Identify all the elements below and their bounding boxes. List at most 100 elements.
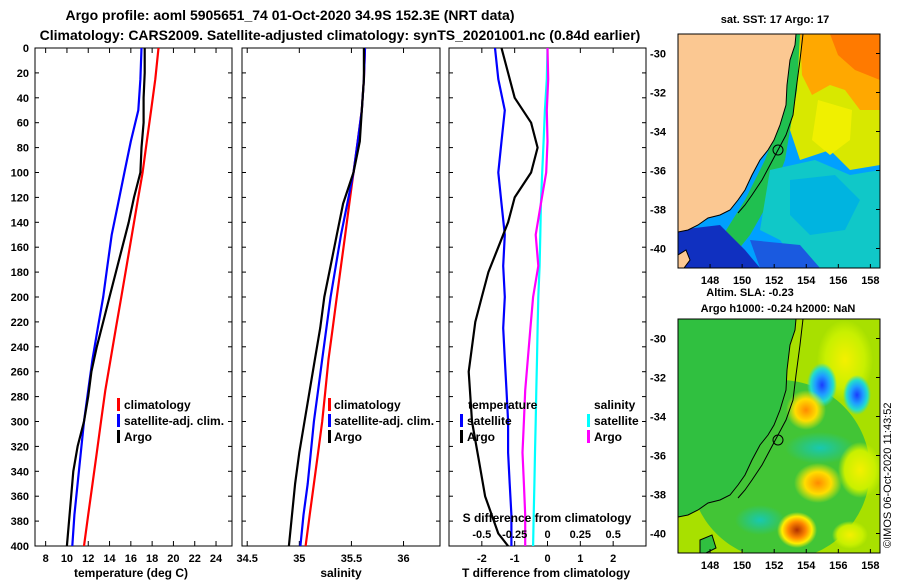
map-x-tick-label: 154 [797,560,816,572]
sst-shelf-contour [737,34,804,214]
sla-blue-eddy-2 [843,375,871,415]
depth-tick-label: 0 [23,43,29,55]
depth-tick-label: 280 [11,392,29,404]
tasmania-tip [678,249,691,268]
depth-tick-label: 220 [11,317,29,329]
sla-coastline [678,319,797,518]
sst-cool-patch [790,175,860,235]
sst-hot-core-2 [830,34,880,80]
depth-tick-label: 320 [11,441,29,453]
series-line-Argo [65,48,146,546]
profile-lines [65,48,550,546]
series-line-salinity-satellite [532,48,549,546]
legend-label-sal-argo: Argo [594,430,622,444]
depth-tick-label: 380 [11,516,29,528]
temperature-panel [34,47,233,547]
map-y-tick-label: -32 [650,373,666,385]
sla-argo-marker [772,434,784,446]
x-tick-label: 10 [61,553,73,565]
sla-red-eddy [777,512,817,548]
difference-legend: temperature satellite Argo salinity sate… [460,398,639,444]
series-line-Argo [287,48,365,546]
depth-tick-label: 160 [11,242,29,254]
x-tick-label: 35 [293,553,305,565]
series-group [287,48,367,546]
sla-map-title-1: Altim. SLA: -0.23 [706,287,793,299]
x-tick-label: 18 [146,553,158,565]
sla-orange-eddy-2 [794,463,842,503]
x-tick-label: 22 [189,553,201,565]
map-y-tick-label: -34 [650,127,667,139]
tick-marks [35,47,646,547]
sla-land [678,319,796,517]
x-tick-label: 16 [125,553,137,565]
sst-argo-marker [772,144,784,156]
series-group [467,48,550,546]
sla-cyan-patch [785,432,855,464]
x-tick-label: 2 [610,553,616,565]
map-x-tick-label: 158 [861,275,879,287]
x-tick-label: 24 [210,553,223,565]
depth-tick-label: 260 [11,367,29,379]
map-x-tick-label: 156 [829,275,847,287]
x-tick-label: 20 [167,553,179,565]
legend-label-temp-satellite: satellite [467,414,512,428]
x-tick-label: 12 [82,553,94,565]
s-difference-label: S difference from climatology [463,511,632,525]
map-x-tick-label: 154 [797,275,816,287]
x-tick-label: 14 [103,553,116,565]
x-tick-label: 36 [397,553,409,565]
x-tick-label: 1 [577,553,583,565]
x-tick-label: 8 [43,553,49,565]
depth-tick-label: 140 [11,217,29,229]
sla-map-frame [677,318,881,554]
sst-dark-south [678,225,760,268]
x-tick-label: 34.5 [236,553,257,565]
s-tick-label: -0.5 [472,529,491,541]
imos-credit: ©IMOS 06-Oct-2020 11:43:52 [882,403,894,548]
sst-coastline [678,34,797,233]
depth-tick-label: 360 [11,491,29,503]
legend-label-argo: Argo [334,430,362,444]
map-y-tick-label: -40 [650,244,666,256]
series-line-climatology [82,48,160,546]
legend-label-satellite: satellite-adj. clim. [334,414,434,428]
depth-tick-label: 60 [17,118,29,130]
map-y-tick-label: -38 [650,490,666,502]
series-line-temperature-Argo [467,48,539,546]
map-y-tick-label: -34 [650,412,667,424]
legend-swatch-sal-argo [587,430,590,443]
legend-label-climatology: climatology [124,398,191,412]
salinity-legend: climatology satellite-adj. clim. Argo [328,398,434,444]
legend-swatch-argo [328,430,331,443]
s-tick-label: 0.5 [606,529,621,541]
figure-title-line1: Argo profile: aoml 5905651_74 01-Oct-202… [66,7,515,23]
legend-label-sal-satellite: satellite [594,414,639,428]
legend-swatch-satellite [328,414,331,427]
depth-tick-label: 200 [11,292,29,304]
depth-tick-label: 400 [11,541,29,553]
legend-title-temperature: temperature [468,398,538,412]
x-tick-labels: 8 10 12 14 16 18 20 22 24 34.5 35 35.5 36 -2 -1 0 1 2-0.5… [43,529,621,565]
legend-label-temp-argo: Argo [467,430,495,444]
sla-map [678,319,880,553]
map-x-tick-label: 148 [701,275,719,287]
legend-swatch-satellite [117,414,120,427]
series-line-satellite-adj.-clim. [71,48,143,546]
depth-tick-label: 300 [11,417,29,429]
salinity-xlabel: salinity [320,566,362,580]
legend-swatch-temp-argo [460,430,463,443]
map-x-tick-label: 156 [829,560,847,572]
temperature-xlabel: temperature (deg C) [74,566,188,580]
figure-title-line2: Climatology: CARS2009. Satellite-adjuste… [40,27,641,43]
depth-tick-label: 80 [17,143,29,155]
map-x-tick-label: 158 [861,560,879,572]
map-x-tick-label: 150 [733,560,751,572]
sst-land [678,34,796,232]
sla-yellow-blob-2 [838,442,880,498]
sla-map-title-2: Argo h1000: -0.24 h2000: NaN [701,303,856,315]
map-x-tick-label: 152 [765,560,783,572]
map-x-tick-label: 148 [701,560,719,572]
x-tick-label: 35.5 [341,553,362,565]
s-tick-label: 0.25 [570,529,591,541]
